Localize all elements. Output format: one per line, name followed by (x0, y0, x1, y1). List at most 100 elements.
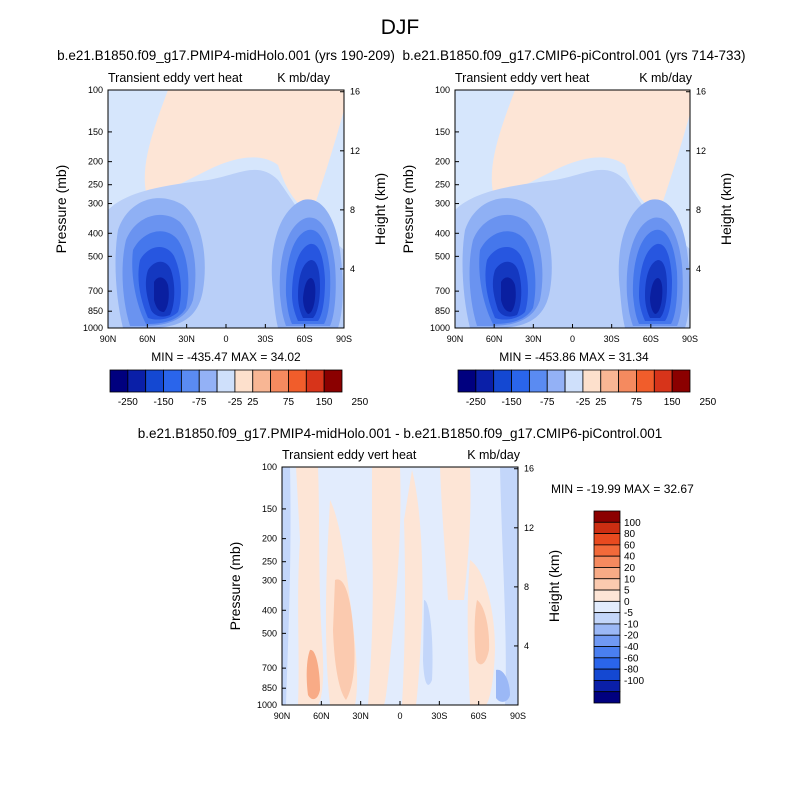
y2tick-label: 16 (350, 87, 360, 97)
xtick-label: 90N (274, 711, 291, 721)
colorbar-swatch (163, 369, 182, 393)
colorbar-label: 25 (595, 397, 607, 408)
panel-left-ylabel: Pressure (mb) (53, 165, 69, 254)
xtick-label: 60S (471, 711, 487, 721)
colorbar-label: 75 (631, 397, 643, 408)
colorbar-swatch (270, 369, 289, 393)
xtick-label: 30S (257, 334, 273, 344)
y2tick-label: 16 (524, 464, 534, 474)
y2tick-label: 4 (524, 641, 529, 651)
xtick-label: 30N (178, 334, 195, 344)
colorbar-label: -150 (502, 397, 522, 408)
colorbar-label: 40 (624, 552, 636, 563)
colorbar-swatch (593, 600, 621, 614)
colorbar-swatch (593, 668, 621, 681)
colorbar-swatch (511, 369, 530, 393)
ytick-label: 150 (262, 504, 277, 514)
colorbar-swatch (593, 533, 621, 546)
ytick-label: 150 (435, 127, 450, 137)
colorbar-label: -10 (624, 619, 639, 630)
panel-left-y2label: Height (km) (372, 173, 388, 245)
colorbar-swatch (564, 369, 584, 393)
y2tick-label: 16 (696, 87, 706, 97)
colorbar-swatch (593, 578, 621, 591)
colorbar-swatch (457, 369, 477, 393)
panel-diff-y2label: Height (km) (546, 550, 562, 622)
panel-left-left-string: Transient eddy vert heat (108, 71, 243, 85)
ytick-label: 1000 (430, 323, 450, 333)
colorbar-swatch (288, 369, 307, 393)
colorbar-label: 25 (247, 397, 259, 408)
ytick-label: 400 (435, 228, 450, 238)
colorbar-label: -250 (118, 397, 138, 408)
colorbar-swatch (582, 369, 602, 393)
colorbar-label: 5 (624, 586, 630, 597)
panel-diff-minmax: MIN = -19.99 MAX = 32.67 (551, 482, 694, 496)
panel-right: b.e21.B1850.f09_g17.CMIP6-piControl.001 … (400, 48, 745, 364)
panel-left-title: b.e21.B1850.f09_g17.PMIP4-midHolo.001 (y… (57, 48, 395, 63)
colorbar-swatch (475, 369, 495, 393)
colorbar-swatch (234, 369, 254, 393)
panel-right-left-string: Transient eddy vert heat (455, 71, 590, 85)
ytick-label: 300 (435, 199, 450, 209)
colorbar-label: 20 (624, 563, 636, 574)
ytick-label: 200 (88, 157, 103, 167)
colorbar-swatch (305, 369, 325, 393)
colorbar-swatch (600, 369, 620, 393)
xtick-label: 30S (604, 334, 620, 344)
panel-right-ylabel: Pressure (mb) (400, 165, 416, 254)
xtick-label: 90N (100, 334, 117, 344)
panel-diff-ylabel: Pressure (mb) (227, 542, 243, 631)
panel-left-contour-field (108, 90, 344, 328)
xtick-label: 90S (510, 711, 526, 721)
y2tick-label: 12 (350, 146, 360, 156)
xtick-label: 60N (313, 711, 330, 721)
panel-diff-title: b.e21.B1850.f09_g17.PMIP4-midHolo.001 - … (138, 426, 663, 441)
colorbar-label: -250 (466, 397, 486, 408)
colorbar-swatch (593, 612, 621, 625)
colorbar-swatch (593, 691, 621, 704)
ytick-label: 700 (262, 663, 277, 673)
xtick-label: 0 (397, 711, 402, 721)
colorbar-swatch (671, 369, 691, 393)
colorbar-label: -75 (540, 397, 555, 408)
ytick-label: 500 (262, 628, 277, 638)
colorbar-right: -250 -150 -75 -25 25 75 150 250 (457, 369, 717, 408)
colorbar-swatch (216, 369, 236, 393)
colorbar-swatch (145, 369, 164, 393)
colorbar-label: 60 (624, 540, 636, 551)
colorbar-swatch (618, 369, 637, 393)
y2tick-label: 8 (696, 205, 701, 215)
panel-diff-right-string: K mb/day (467, 448, 521, 462)
y2tick-label: 12 (696, 146, 706, 156)
ytick-label: 1000 (83, 323, 103, 333)
colorbar-swatch (198, 369, 218, 393)
colorbar-label: 250 (700, 397, 717, 408)
colorbar-swatch (593, 634, 621, 647)
ytick-label: 250 (88, 180, 103, 190)
colorbar-label: 250 (352, 397, 369, 408)
colorbar-swatch (252, 369, 272, 393)
colorbar-label: -60 (624, 653, 639, 664)
colorbar-swatch (546, 369, 566, 393)
colorbar-label: -75 (192, 397, 207, 408)
colorbar-label: -80 (624, 665, 639, 676)
colorbar-swatch (636, 369, 655, 393)
xtick-label: 90N (447, 334, 464, 344)
panel-left-right-string: K mb/day (277, 71, 331, 85)
colorbar-label: -40 (624, 642, 639, 653)
main-title: DJF (381, 16, 420, 39)
colorbar-swatch (593, 623, 621, 636)
panel-right-y2label: Height (km) (718, 173, 734, 245)
ytick-label: 400 (88, 228, 103, 238)
colorbar-label: -150 (154, 397, 174, 408)
colorbar-swatch (593, 657, 621, 670)
colorbar-swatch (493, 369, 512, 393)
xtick-label: 60S (297, 334, 313, 344)
ytick-label: 250 (262, 557, 277, 567)
xtick-label: 60N (139, 334, 156, 344)
ytick-label: 700 (88, 286, 103, 296)
ytick-label: 200 (435, 157, 450, 167)
